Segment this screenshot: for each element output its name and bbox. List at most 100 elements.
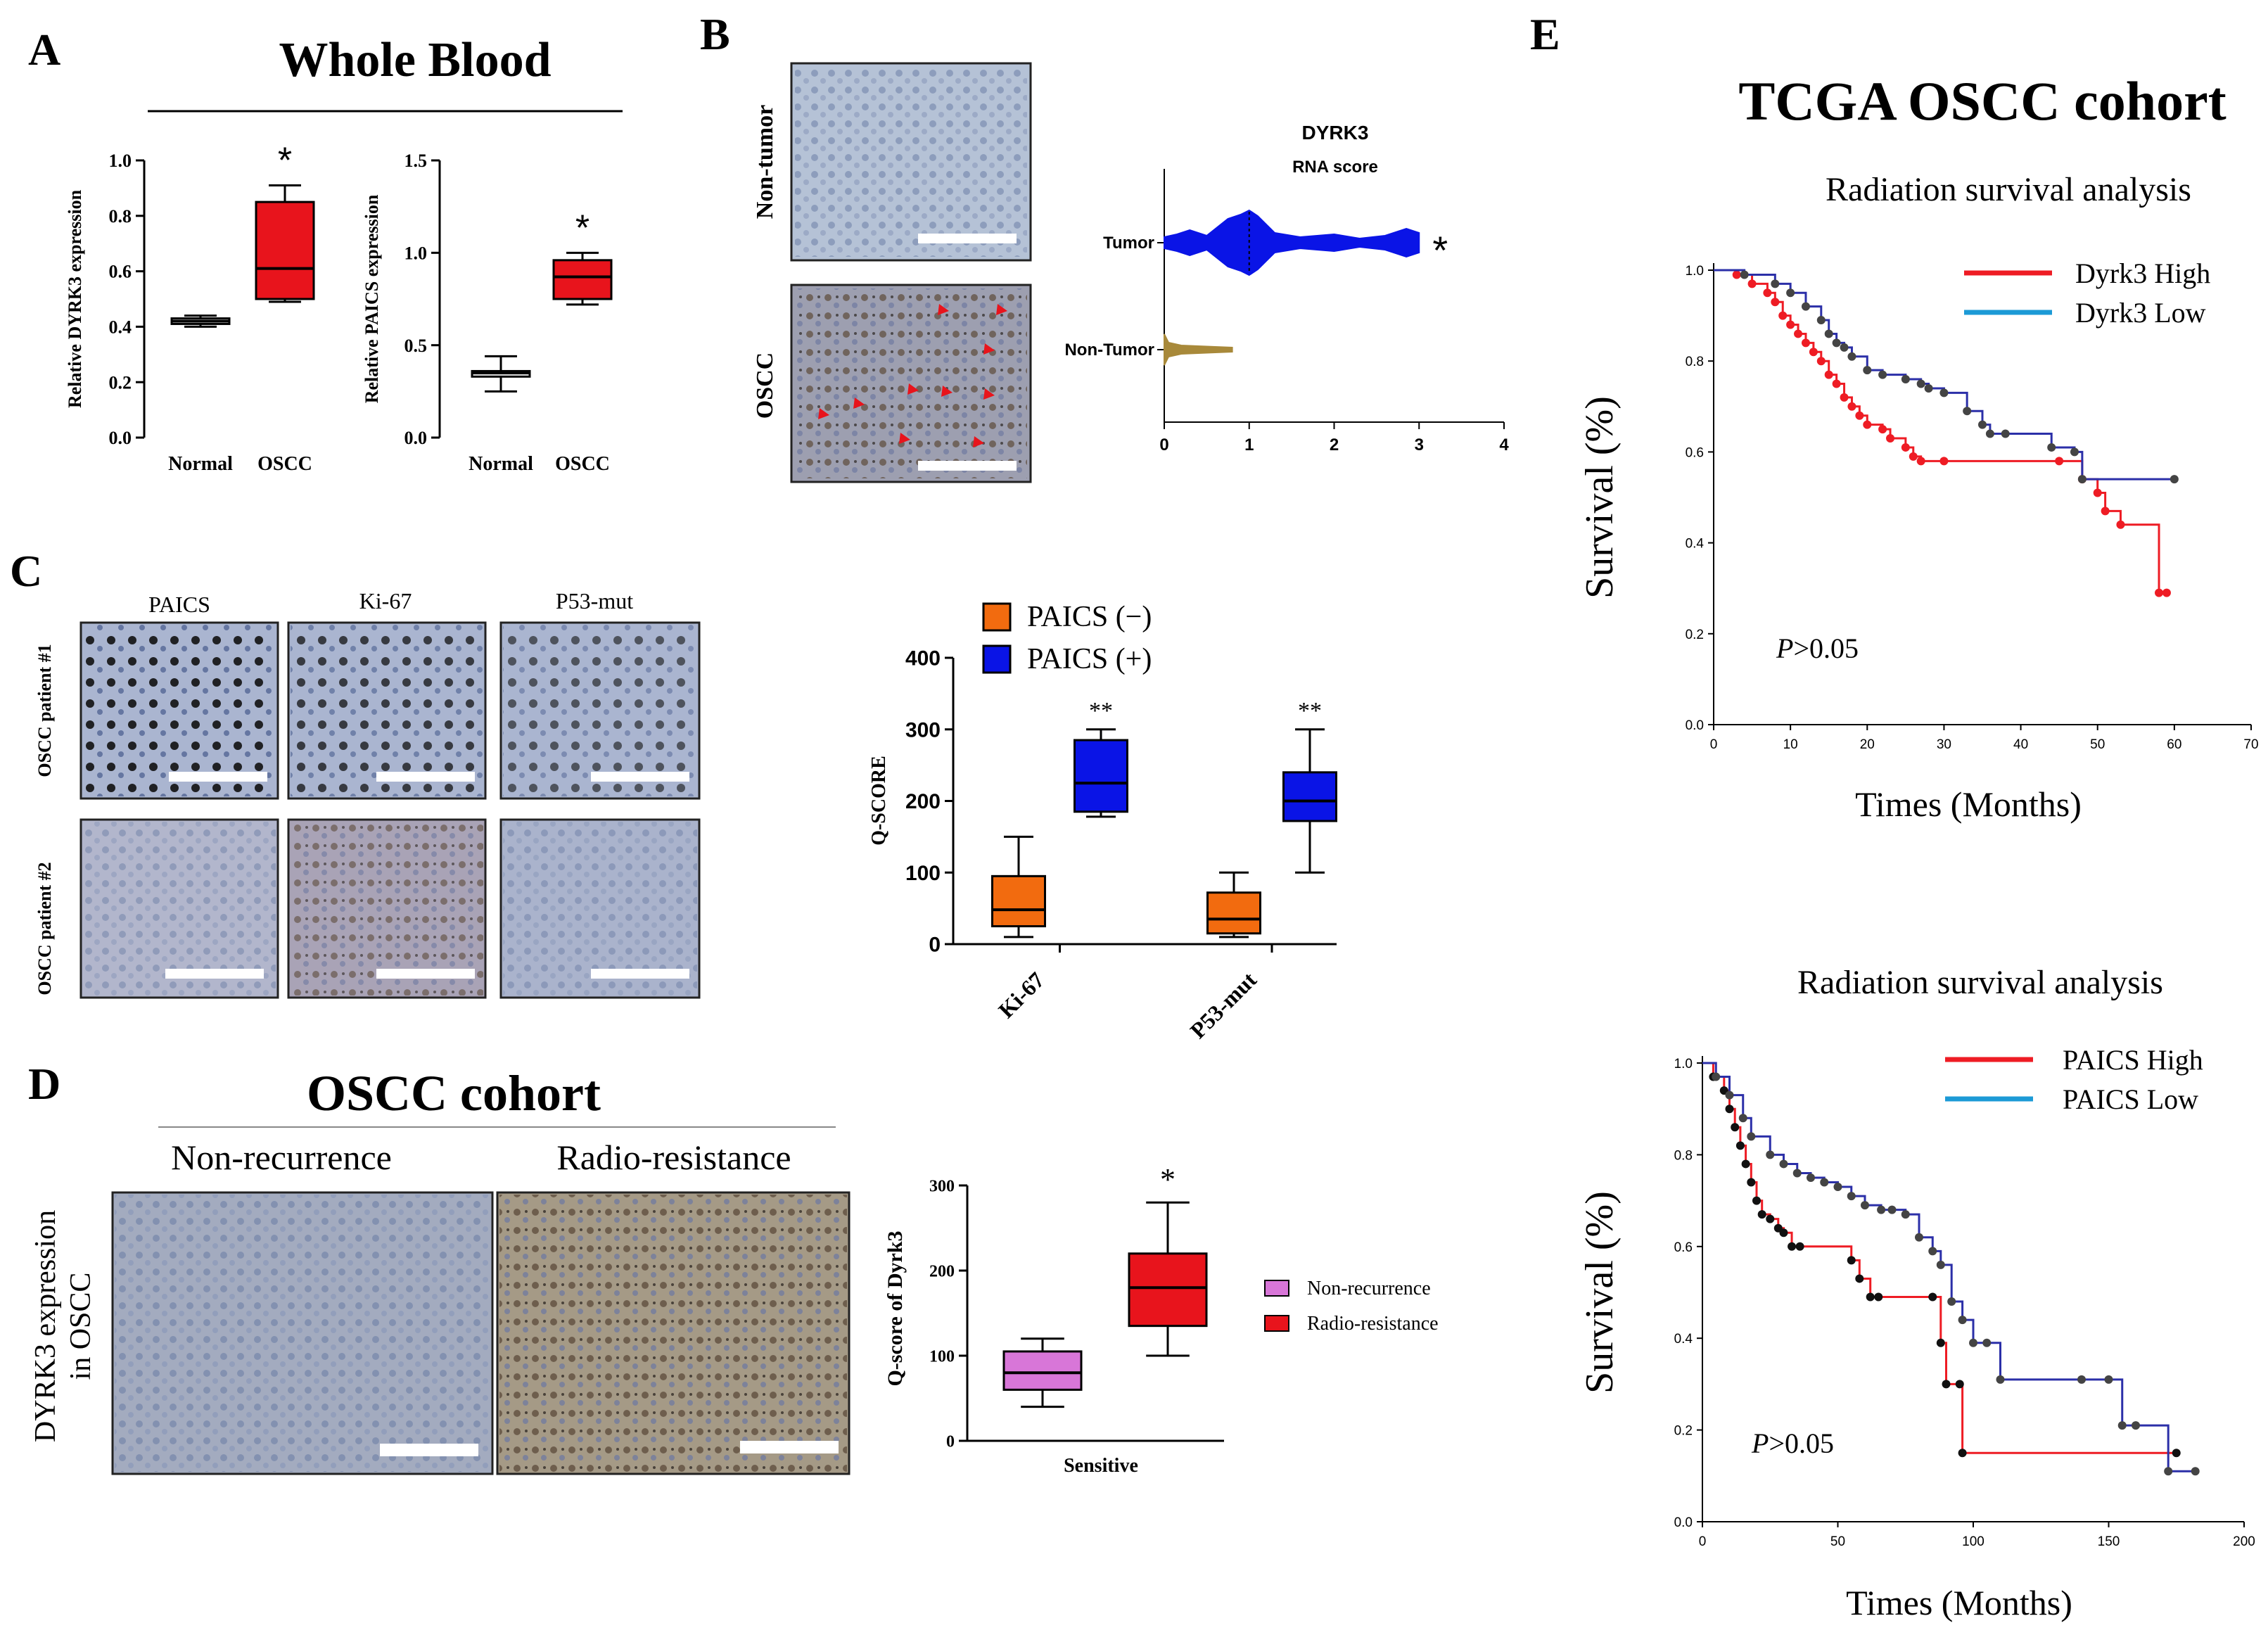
E1-censor-mark bbox=[1901, 375, 1910, 384]
c-y-tick-label: 300 bbox=[905, 718, 941, 742]
E1-censor-mark bbox=[1985, 429, 1994, 438]
E1-censor-mark bbox=[1909, 452, 1918, 461]
A2-ylabel: Relative PAICS expression bbox=[362, 194, 382, 403]
col-label-non-recurrence: Non-recurrence bbox=[171, 1138, 392, 1177]
E1-censor-mark bbox=[1801, 338, 1810, 348]
E2-xlabel: Times (Months) bbox=[1846, 1583, 2072, 1622]
E1-y-tick-label: 0.6 bbox=[1686, 445, 1704, 460]
c-legend-swatch bbox=[982, 602, 1012, 632]
E2-censor-mark bbox=[1955, 1380, 1964, 1389]
b-violin-x-tick-label: 4 bbox=[1499, 435, 1509, 454]
E2-censor-mark bbox=[1747, 1178, 1756, 1187]
E2-x-tick-label: 100 bbox=[1962, 1534, 1984, 1549]
row-label-oscc-b: OSCC bbox=[752, 352, 778, 419]
A1-sig-marker: * bbox=[278, 140, 292, 181]
d-legend-label: Non-recurrence bbox=[1307, 1278, 1431, 1299]
b-violin-x-tick-label: 3 bbox=[1415, 435, 1424, 454]
E2-y-tick-label: 0.4 bbox=[1674, 1332, 1693, 1347]
E1-censor-mark bbox=[2170, 475, 2179, 484]
E2-censor-mark bbox=[1738, 1114, 1747, 1123]
E1-x-tick-label: 0 bbox=[1710, 737, 1718, 752]
b-violin-subtitle: RNA score bbox=[1292, 158, 1378, 177]
d-y-tick-label: 100 bbox=[929, 1347, 955, 1366]
micrograph-grid-c bbox=[79, 621, 701, 999]
E1-title: Radiation survival analysis bbox=[1826, 171, 2191, 208]
E2-title: Radiation survival analysis bbox=[1797, 964, 2163, 1001]
E1-censor-mark bbox=[2055, 457, 2064, 466]
E2-censor-mark bbox=[1712, 1072, 1721, 1081]
b-violin-x-tick-label: 0 bbox=[1159, 435, 1168, 454]
d-legend-label: Radio-resistance bbox=[1307, 1313, 1439, 1335]
E1-censor-mark bbox=[1747, 279, 1757, 288]
row-label-patient-2: OSCC patient #2 bbox=[34, 862, 55, 995]
b-violin-category-label: Tumor bbox=[1103, 234, 1154, 253]
b-violin-non-tumor bbox=[1164, 333, 1233, 366]
E1-censor-mark bbox=[1763, 288, 1772, 298]
E2-censor-mark bbox=[2077, 1375, 2086, 1384]
E1-censor-mark bbox=[1801, 302, 1810, 311]
panel-letter-d: D bbox=[28, 1059, 60, 1109]
A1-y-tick-label: 0.8 bbox=[109, 206, 132, 227]
panel-d-title: OSCC cohort bbox=[307, 1065, 601, 1121]
E2-y-tick-label: 0.2 bbox=[1674, 1424, 1693, 1439]
b-violin-x-tick-label: 1 bbox=[1244, 435, 1254, 454]
d-y-tick-label: 0 bbox=[946, 1432, 955, 1451]
A1-y-tick-label: 0.6 bbox=[109, 262, 132, 282]
E1-censor-mark bbox=[1786, 320, 1795, 329]
E2-censor-mark bbox=[1874, 1292, 1883, 1302]
E1-censor-mark bbox=[1901, 443, 1910, 452]
E1-censor-mark bbox=[2101, 507, 2110, 516]
E2-censor-mark bbox=[1877, 1205, 1886, 1214]
E2-censor-mark bbox=[1969, 1338, 1977, 1347]
col-label-p53mut: P53-mut bbox=[556, 588, 633, 613]
E1-censor-mark bbox=[1855, 411, 1864, 420]
d-y-tick-label: 200 bbox=[929, 1262, 955, 1280]
E2-x-tick-label: 50 bbox=[1830, 1534, 1845, 1549]
E1-censor-mark bbox=[1847, 352, 1856, 361]
E2-censor-mark bbox=[1936, 1338, 1945, 1347]
c-sig-marker: ** bbox=[1089, 698, 1113, 724]
E1-censor-mark bbox=[1847, 402, 1856, 411]
E1-x-tick-label: 10 bbox=[1783, 737, 1798, 752]
E1-y-tick-label: 0.0 bbox=[1686, 718, 1704, 733]
micrograph-d bbox=[111, 1191, 850, 1475]
A1-y-tick-label: 0.2 bbox=[109, 372, 132, 393]
E1-ylabel: Survival (%) bbox=[1578, 396, 1622, 599]
E1-censor-mark bbox=[1771, 279, 1780, 288]
d-box-radio-resistance-box bbox=[1128, 1252, 1208, 1328]
b-violin-sig-marker: * bbox=[1432, 228, 1448, 272]
E1-x-tick-label: 20 bbox=[1860, 737, 1875, 752]
panel-letter-a: A bbox=[28, 25, 60, 75]
E1-legend-label: Dyrk3 Low bbox=[2075, 297, 2206, 329]
E1-censor-mark bbox=[1832, 379, 1841, 388]
panel-e-title: TCGA OSCC cohort bbox=[1738, 70, 2226, 132]
chart-e2-km-paics: Radiation survival analysis 0.0 0.2 0.4 0.6 0… bbox=[1578, 964, 2255, 1622]
E2-censor-mark bbox=[1928, 1292, 1937, 1302]
E2-censor-mark bbox=[1901, 1210, 1910, 1219]
E2-censor-mark bbox=[1833, 1183, 1842, 1192]
E2-x-tick-label: 150 bbox=[2098, 1534, 2120, 1549]
E1-censor-mark bbox=[1771, 298, 1780, 307]
E1-y-tick-label: 0.8 bbox=[1686, 355, 1704, 369]
c-x-tick-label: P53-mut bbox=[1185, 967, 1262, 1043]
E2-censor-mark bbox=[1887, 1205, 1897, 1214]
E2-censor-mark bbox=[1766, 1214, 1775, 1223]
A2-y-tick-label: 0.0 bbox=[404, 428, 428, 448]
E1-censor-mark bbox=[1916, 457, 1925, 466]
E1-censor-mark bbox=[1963, 407, 1972, 416]
E2-censor-mark bbox=[2117, 1421, 2127, 1430]
chart-b-dyrk3-violin: DYRK3 RNA score 0 1 2 3 4 Tumor * Non-Tumor bbox=[1064, 122, 1509, 454]
d-xlabel: Sensitive bbox=[1064, 1455, 1138, 1477]
E2-ylabel: Survival (%) bbox=[1578, 1191, 1622, 1394]
E2-censor-mark bbox=[1996, 1375, 2005, 1384]
E2-censor-mark bbox=[1847, 1192, 1856, 1201]
A2-sig-marker: * bbox=[575, 208, 590, 248]
E2-y-tick-label: 1.0 bbox=[1674, 1057, 1693, 1071]
E1-censor-mark bbox=[2070, 447, 2079, 457]
d-legend-swatch bbox=[1264, 1280, 1289, 1297]
micrograph-non-tumor bbox=[790, 62, 1032, 262]
row-label-non-tumor: Non-tumor bbox=[752, 105, 778, 219]
E1-legend-label: Dyrk3 High bbox=[2075, 257, 2210, 289]
side-label-in-oscc: in OSCC bbox=[65, 1273, 97, 1380]
E2-censor-mark bbox=[1747, 1132, 1756, 1141]
